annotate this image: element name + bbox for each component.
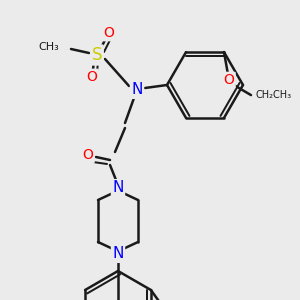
Text: N: N [131,82,143,98]
Text: O: O [103,26,114,40]
Text: O: O [224,73,234,87]
Text: CH₂CH₃: CH₂CH₃ [255,90,291,100]
Text: O: O [82,148,93,162]
Text: N: N [112,247,124,262]
Text: N: N [112,181,124,196]
Text: O: O [87,70,98,84]
Text: S: S [92,46,102,64]
Text: CH₃: CH₃ [38,42,59,52]
